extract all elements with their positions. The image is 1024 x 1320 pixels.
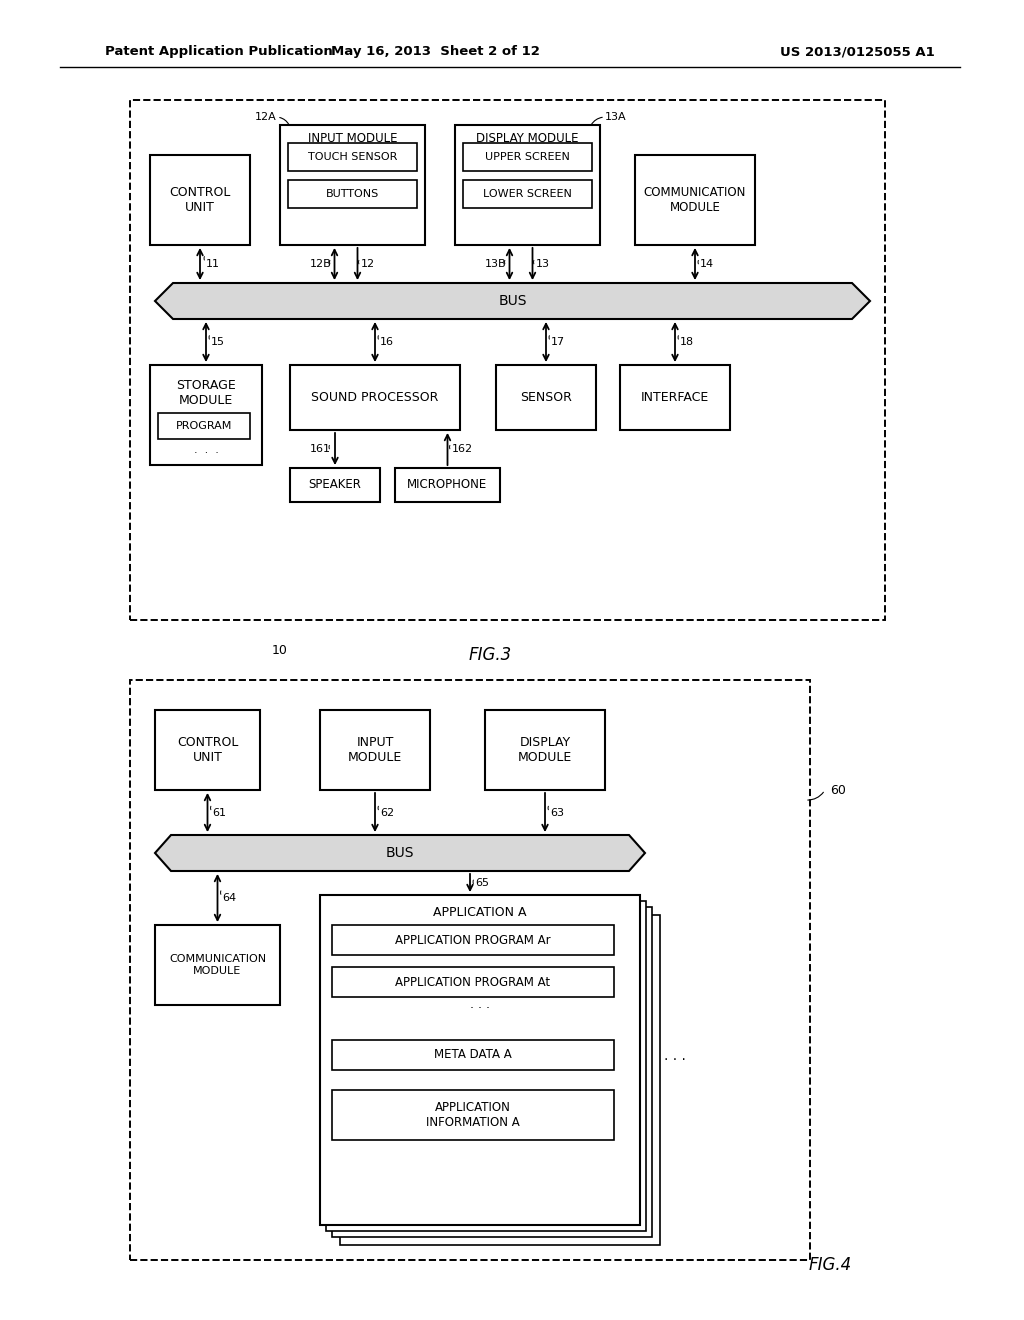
Bar [463, 143, 592, 172]
Text: 11: 11 [206, 259, 220, 269]
Text: META DATA A: META DATA A [434, 1048, 512, 1061]
Text: May 16, 2013  Sheet 2 of 12: May 16, 2013 Sheet 2 of 12 [331, 45, 540, 58]
Bar [280, 125, 425, 246]
Bar [150, 366, 262, 465]
Bar [155, 925, 280, 1005]
Text: 12A: 12A [255, 112, 278, 121]
Text: 162: 162 [452, 444, 473, 454]
Text: DISPLAY
MODULE: DISPLAY MODULE [518, 737, 572, 764]
Bar [340, 915, 660, 1245]
Text: · · ·: · · · [470, 1002, 490, 1015]
Text: INPUT
MODULE: INPUT MODULE [348, 737, 402, 764]
Bar [635, 154, 755, 246]
Text: 60: 60 [830, 784, 846, 796]
Text: 17: 17 [551, 337, 565, 347]
Bar [455, 125, 600, 246]
Text: BUS: BUS [499, 294, 526, 308]
Polygon shape [155, 836, 645, 871]
Bar [319, 895, 640, 1225]
Text: 14: 14 [700, 259, 714, 269]
Bar [620, 366, 730, 430]
Bar [319, 710, 430, 789]
Bar [158, 413, 250, 440]
Bar [332, 1090, 614, 1140]
Bar [288, 143, 417, 172]
Text: COMMUNICATION
MODULE: COMMUNICATION MODULE [644, 186, 746, 214]
Bar [332, 907, 652, 1237]
Text: PROGRAM: PROGRAM [176, 421, 232, 432]
Text: INPUT MODULE: INPUT MODULE [308, 132, 397, 144]
Text: 64: 64 [222, 894, 237, 903]
Text: APPLICATION PROGRAM Ar: APPLICATION PROGRAM Ar [395, 933, 551, 946]
Text: UPPER SCREEN: UPPER SCREEN [485, 152, 570, 162]
Bar [155, 710, 260, 789]
Text: SOUND PROCESSOR: SOUND PROCESSOR [311, 391, 438, 404]
Bar [290, 469, 380, 502]
Bar [130, 100, 885, 620]
Polygon shape [155, 282, 870, 319]
Text: SPEAKER: SPEAKER [308, 479, 361, 491]
Text: STORAGE
MODULE: STORAGE MODULE [176, 379, 236, 407]
Text: FIG.3: FIG.3 [468, 645, 512, 664]
Text: DISPLAY MODULE: DISPLAY MODULE [476, 132, 579, 144]
Text: 62: 62 [380, 808, 394, 817]
Text: TOUCH SENSOR: TOUCH SENSOR [308, 152, 397, 162]
Bar [288, 180, 417, 209]
Text: 63: 63 [550, 808, 564, 817]
Bar [496, 366, 596, 430]
Bar [290, 366, 460, 430]
Text: APPLICATION PROGRAM At: APPLICATION PROGRAM At [395, 975, 551, 989]
Text: 13A: 13A [605, 112, 627, 121]
Text: 18: 18 [680, 337, 694, 347]
Text: SENSOR: SENSOR [520, 391, 572, 404]
Text: COMMUNICATION
MODULE: COMMUNICATION MODULE [169, 954, 266, 975]
Text: 65: 65 [475, 878, 489, 888]
Text: FIG.4: FIG.4 [808, 1257, 852, 1274]
Text: 12: 12 [360, 259, 375, 269]
Text: 16: 16 [380, 337, 394, 347]
Text: CONTROL
UNIT: CONTROL UNIT [177, 737, 239, 764]
Text: APPLICATION
INFORMATION A: APPLICATION INFORMATION A [426, 1101, 520, 1129]
Text: 12B: 12B [309, 259, 332, 269]
Text: 15: 15 [211, 337, 225, 347]
Bar [395, 469, 500, 502]
Bar [130, 680, 810, 1261]
Bar [332, 968, 614, 997]
Bar [332, 1040, 614, 1071]
Bar [332, 925, 614, 954]
Text: LOWER SCREEN: LOWER SCREEN [483, 189, 572, 199]
Text: BUTTONS: BUTTONS [326, 189, 379, 199]
Text: 161: 161 [310, 444, 331, 454]
Text: BUS: BUS [386, 846, 415, 861]
Text: · · ·: · · · [664, 1053, 686, 1067]
Text: 13: 13 [536, 259, 550, 269]
Bar [150, 154, 250, 246]
Text: 10: 10 [272, 644, 288, 656]
Text: INTERFACE: INTERFACE [641, 391, 710, 404]
Text: 61: 61 [213, 808, 226, 817]
Bar [463, 180, 592, 209]
Text: ·  ·  ·: · · · [194, 447, 218, 458]
Bar [326, 902, 646, 1232]
Text: APPLICATION A: APPLICATION A [433, 907, 526, 920]
Text: US 2013/0125055 A1: US 2013/0125055 A1 [780, 45, 935, 58]
Bar [485, 710, 605, 789]
Text: 13B: 13B [485, 259, 507, 269]
Text: CONTROL
UNIT: CONTROL UNIT [169, 186, 230, 214]
Text: MICROPHONE: MICROPHONE [408, 479, 487, 491]
Text: Patent Application Publication: Patent Application Publication [105, 45, 333, 58]
